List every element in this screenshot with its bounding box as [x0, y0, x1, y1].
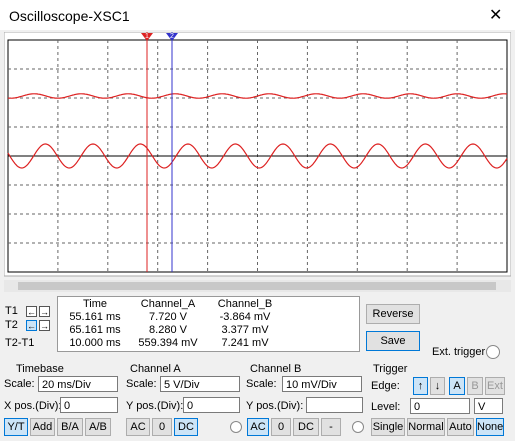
chb-coupling[interactable]: AC: [247, 418, 269, 436]
chb-coupling[interactable]: DC: [293, 418, 319, 436]
trigger-level-unit[interactable]: V: [474, 398, 503, 414]
readout-cell: 3.377 mV: [221, 324, 269, 336]
readout-cell: 559.394 mV: [138, 337, 198, 349]
readout-cell: -3.864 mV: [219, 311, 271, 323]
chb-ypos[interactable]: [306, 397, 363, 413]
channel-a-trace: [8, 93, 507, 99]
trigger-source[interactable]: Ext: [485, 377, 505, 395]
level-label: Level:: [371, 401, 401, 413]
reverse-button[interactable]: Reverse: [366, 304, 420, 324]
window-title: Oscilloscope-XSC1: [9, 8, 130, 24]
scroll-thumb[interactable]: [18, 282, 496, 290]
t2t1-label: T2-T1: [5, 337, 35, 349]
readout-cell: 7.720 V: [149, 311, 187, 323]
cha-scale-label: Scale:: [126, 378, 157, 390]
rising-edge[interactable]: ↑: [413, 377, 428, 395]
chb-ypos-label: Y pos.(Div):: [246, 400, 304, 412]
timebase-mode[interactable]: A/B: [85, 418, 111, 436]
trigger-level[interactable]: 0: [410, 398, 470, 414]
chb-coupling[interactable]: 0: [271, 418, 291, 436]
tb-xpos-label: X pos.(Div):: [4, 400, 62, 412]
chb-terminal[interactable]: [352, 421, 364, 433]
trigger-mode[interactable]: Auto: [447, 418, 474, 436]
trigger-mode[interactable]: Single: [371, 418, 405, 436]
cha-title: Channel A: [130, 363, 181, 375]
cha-coupling[interactable]: DC: [174, 418, 198, 436]
cha-scale[interactable]: 5 V/Div: [160, 376, 240, 392]
chb-scale-label: Scale:: [246, 378, 277, 390]
t1-left[interactable]: ←: [26, 306, 37, 317]
readout-table: [57, 296, 360, 352]
t2-left[interactable]: ←: [26, 320, 37, 331]
channel-b-trace: [7, 143, 508, 169]
trigger-source[interactable]: B: [467, 377, 483, 395]
ext-trigger-label: Ext. trigger: [432, 346, 486, 358]
readout-cell: 55.161 ms: [69, 311, 121, 323]
chb-title: Channel B: [250, 363, 302, 375]
t1-label: T1: [5, 305, 18, 317]
t1-right[interactable]: →: [39, 306, 50, 317]
cha-terminal[interactable]: [230, 421, 242, 433]
readout-cell: 8.280 V: [149, 324, 187, 336]
readout-header: Channel_A: [140, 298, 196, 310]
edge-label: Edge:: [371, 380, 400, 392]
cha-coupling[interactable]: AC: [126, 418, 150, 436]
timebase-mode[interactable]: Add: [30, 418, 55, 436]
falling-edge[interactable]: ↓: [430, 377, 445, 395]
chb-scale[interactable]: 10 mV/Div: [282, 376, 362, 392]
timebase-title: Timebase: [16, 363, 64, 375]
chb-coupling[interactable]: -: [321, 418, 341, 436]
trigger-mode[interactable]: None: [476, 418, 504, 436]
trigger-mode[interactable]: Normal: [407, 418, 445, 436]
timebase-mode[interactable]: B/A: [57, 418, 83, 436]
t2-label: T2: [5, 319, 18, 331]
tb-xpos[interactable]: 0: [60, 397, 118, 413]
readout-header: Channel_B: [217, 298, 273, 310]
trigger-source[interactable]: A: [449, 377, 465, 395]
cha-ypos-label: Y pos.(Div):: [126, 400, 184, 412]
cursor-1-handle: [141, 33, 153, 41]
readout-cell: 65.161 ms: [69, 324, 121, 336]
timebase-mode[interactable]: Y/T: [4, 418, 28, 436]
close-button[interactable]: ✕: [489, 7, 503, 24]
save-button[interactable]: Save: [366, 331, 420, 351]
tb-scale[interactable]: 20 ms/Div: [38, 376, 118, 392]
cursor-1-label: 1: [145, 33, 149, 40]
readout-cell: 10.000 ms: [69, 337, 121, 349]
title-bar: [0, 0, 515, 30]
readout-header: Time: [82, 298, 108, 310]
readout-cell: 7.241 mV: [221, 337, 269, 349]
cha-ypos[interactable]: 0: [183, 397, 240, 413]
tb-scale-label: Scale:: [4, 378, 35, 390]
ext-trigger-terminal[interactable]: [486, 345, 500, 359]
cursor-2-handle: [166, 33, 178, 41]
cha-coupling[interactable]: 0: [152, 418, 172, 436]
cursor-2-label: 2: [170, 33, 174, 40]
trigger-title: Trigger: [373, 363, 408, 375]
t2-right[interactable]: →: [39, 320, 50, 331]
